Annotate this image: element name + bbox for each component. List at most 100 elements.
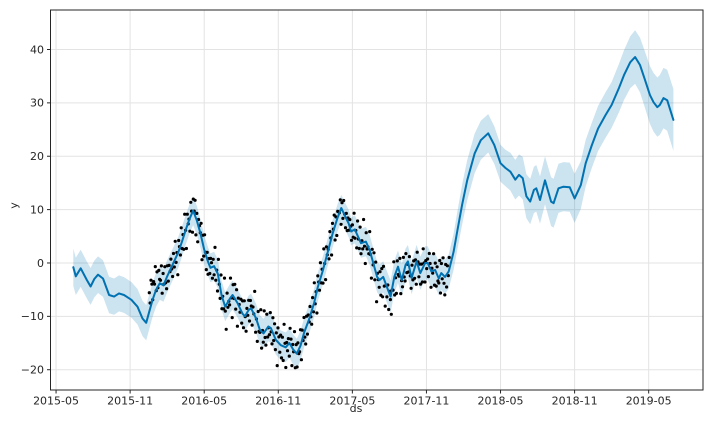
observation-dot [381, 264, 386, 268]
observation-dot [394, 291, 398, 295]
observation-dot [159, 264, 163, 268]
observation-dot [308, 304, 312, 309]
observation-dot [447, 255, 451, 260]
observation-dot [273, 322, 277, 326]
observation-dot [317, 288, 322, 292]
observation-dot [349, 238, 354, 242]
observation-dot [210, 276, 214, 280]
observation-dot [189, 200, 193, 204]
observation-dot [228, 276, 233, 280]
observation-dot [361, 247, 365, 251]
observation-dot [267, 333, 271, 337]
observation-dot [445, 285, 449, 289]
observation-dot [278, 350, 282, 354]
observation-dot [404, 252, 408, 256]
observation-dot [248, 298, 252, 303]
y-tick-label: 0 [37, 257, 44, 270]
observation-dot [342, 198, 346, 203]
observation-dot [281, 358, 285, 363]
observation-dot [235, 288, 239, 292]
y-tick-label: 30 [30, 97, 44, 110]
observation-dot [149, 278, 153, 282]
observation-dot [233, 282, 237, 286]
observation-dot [226, 305, 230, 309]
observation-dot [292, 330, 297, 334]
observation-dot [214, 278, 218, 282]
observation-dot [230, 316, 234, 320]
observation-dot [403, 279, 407, 283]
observation-dot [160, 291, 164, 295]
observation-dot [369, 276, 373, 280]
observation-dot [240, 321, 244, 325]
observation-dot [318, 261, 322, 265]
observation-dot [370, 247, 374, 251]
observation-dot [435, 265, 439, 269]
observation-dot [399, 292, 403, 296]
observation-dot [434, 284, 438, 288]
observation-dot [387, 307, 391, 312]
observation-dot [340, 201, 344, 205]
y-tick-label: 10 [30, 203, 44, 216]
observation-dot [368, 230, 372, 234]
y-tick-label: −10 [21, 310, 44, 323]
observation-dot [395, 259, 399, 263]
observation-dot [190, 230, 195, 234]
observation-dot [324, 278, 328, 282]
observation-dot [426, 257, 430, 261]
x-axis-label: ds [349, 402, 363, 415]
observation-dot [264, 343, 268, 347]
observation-dot [445, 264, 449, 268]
observation-dot [251, 305, 255, 309]
observation-dot [441, 256, 445, 260]
observation-dot [302, 315, 306, 320]
observation-dot [282, 322, 286, 326]
observation-dot [205, 250, 209, 254]
observation-dot [305, 332, 309, 336]
observation-dot [203, 233, 207, 237]
observation-dot [315, 311, 319, 315]
observation-dot [438, 258, 442, 263]
observation-dot [344, 211, 348, 215]
x-tick-label: 2016-05 [181, 395, 227, 408]
observation-dot [295, 365, 299, 369]
observation-dot [358, 225, 362, 229]
x-tick-label: 2019-05 [626, 395, 672, 408]
observation-dot [253, 289, 257, 293]
observation-dot [177, 238, 181, 243]
observation-dot [270, 342, 274, 346]
observation-dot [362, 244, 367, 248]
observation-dot [173, 239, 177, 243]
observation-dot [275, 364, 279, 368]
plot-area [50, 9, 704, 391]
observation-dot [241, 326, 246, 330]
observation-dot [378, 270, 382, 274]
observation-dot [343, 226, 348, 230]
observation-dot [254, 330, 258, 334]
observation-dot [409, 286, 413, 290]
x-tick-label: 2018-05 [478, 395, 524, 408]
observation-dot [166, 279, 170, 283]
observation-dot [279, 356, 284, 360]
observation-dot [272, 338, 276, 343]
observation-dot [152, 280, 156, 284]
observation-dot [348, 218, 352, 222]
observation-dot [178, 253, 182, 257]
observation-dot [330, 221, 335, 225]
x-tick-label: 2017-05 [329, 395, 375, 408]
observation-dot [260, 346, 264, 350]
observation-dot [417, 275, 421, 279]
y-tick-label: −20 [21, 364, 44, 377]
observation-dot [273, 348, 277, 352]
observation-dot [299, 358, 303, 362]
observation-dot [312, 281, 316, 285]
observation-dot [288, 326, 292, 330]
observation-dot [223, 309, 227, 313]
observation-dot [426, 275, 430, 279]
observation-dot [150, 282, 154, 286]
observation-dot [414, 282, 418, 286]
observation-dot [432, 252, 436, 256]
observation-dot [327, 257, 331, 261]
observation-dot [212, 273, 216, 277]
observation-dot [261, 340, 265, 344]
observation-dot [274, 331, 278, 335]
